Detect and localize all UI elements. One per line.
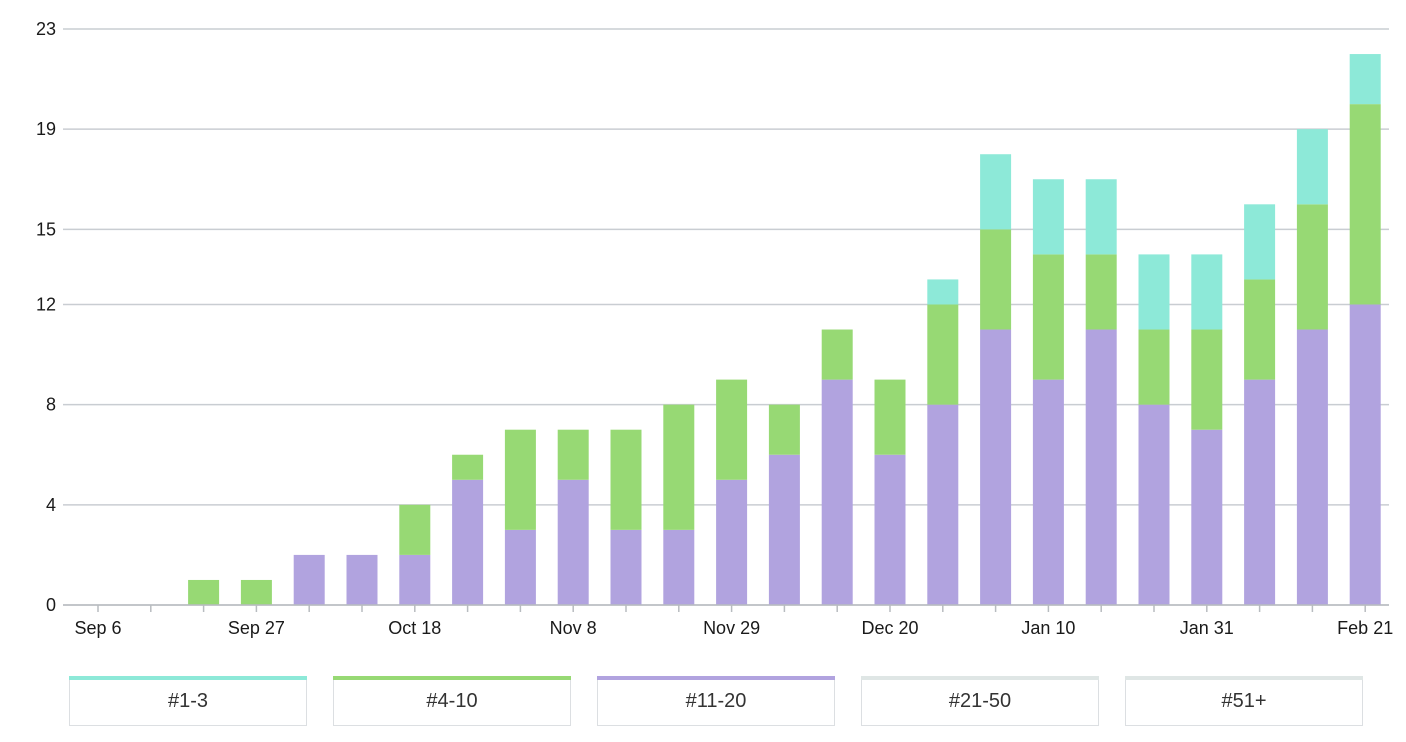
bar-segment xyxy=(399,504,431,555)
x-tick-label: Oct 18 xyxy=(388,618,441,638)
bar-segment xyxy=(1296,129,1328,205)
y-tick-label: 0 xyxy=(46,595,56,615)
legend-item-11-20[interactable]: #11-20 xyxy=(597,676,835,726)
legend-label: #4-10 xyxy=(426,690,478,712)
legend-label: #51+ xyxy=(1221,690,1267,712)
bar-segment xyxy=(1138,404,1170,605)
bar-segment xyxy=(821,329,853,380)
x-tick-label: Dec 20 xyxy=(861,618,918,638)
y-tick-label: 23 xyxy=(36,19,56,39)
bar-segment xyxy=(874,379,906,455)
bar-segment xyxy=(1085,179,1117,255)
bar-segment xyxy=(927,404,959,605)
bar-segment xyxy=(1085,329,1117,605)
bar-segment xyxy=(927,279,959,305)
bar-segment xyxy=(1191,254,1223,330)
bar-segment xyxy=(980,329,1012,605)
y-tick-label: 19 xyxy=(36,119,56,139)
bar-segment xyxy=(768,454,800,605)
bar-segment xyxy=(240,579,272,605)
bar-segment xyxy=(293,554,325,605)
x-tick-label: Jan 31 xyxy=(1180,618,1234,638)
bar-segment xyxy=(1244,279,1276,380)
bar-segment xyxy=(1244,204,1276,280)
x-tick-label: Nov 29 xyxy=(703,618,760,638)
bar-segment xyxy=(610,529,642,605)
bar-segment xyxy=(874,454,906,605)
y-tick-label: 12 xyxy=(36,294,56,314)
bar-segment xyxy=(188,579,220,605)
bar-segment xyxy=(663,529,695,605)
bar-segment xyxy=(452,479,484,605)
bar-segment xyxy=(768,404,800,455)
bar-segment xyxy=(452,454,484,480)
bar-segment xyxy=(1138,329,1170,405)
legend-swatch xyxy=(1125,676,1363,680)
bar-segment xyxy=(1032,179,1064,255)
y-tick-label: 8 xyxy=(46,395,56,415)
x-tick-label: Sep 27 xyxy=(228,618,285,638)
bar-segment xyxy=(1191,329,1223,430)
y-tick-label: 15 xyxy=(36,219,56,239)
bar-segment xyxy=(1296,329,1328,605)
x-tick-label: Nov 8 xyxy=(550,618,597,638)
bar-segment xyxy=(1032,379,1064,605)
bar-segment xyxy=(504,529,536,605)
bar-segment xyxy=(716,379,748,480)
bar-segment xyxy=(821,379,853,605)
bar-segment xyxy=(1191,429,1223,605)
bar-segment xyxy=(399,554,431,605)
bar-segment xyxy=(980,229,1012,330)
legend-item-21-50[interactable]: #21-50 xyxy=(861,676,1099,726)
bar-segment xyxy=(927,304,959,405)
legend-swatch xyxy=(69,676,307,680)
legend-swatch xyxy=(333,676,571,680)
bar-segment xyxy=(557,429,589,480)
x-tick-label: Feb 21 xyxy=(1337,618,1393,638)
bar-segment xyxy=(1244,379,1276,605)
x-tick-label: Sep 6 xyxy=(74,618,121,638)
bar-segment xyxy=(557,479,589,605)
chart-area: 0 4 8 12 15 19 23 Sep 6 Sep 27 Oct 18 Nov 8 Nov 29 D… xyxy=(36,19,1393,638)
stacked-bar-chart: 0 4 8 12 15 19 23 Sep 6 Sep 27 Oct 18 Nov 8 Nov 29 D… xyxy=(36,19,1393,638)
legend-swatch xyxy=(597,676,835,680)
bar-segment xyxy=(504,429,536,530)
y-tick-label: 4 xyxy=(46,495,56,515)
bar-segment xyxy=(346,554,378,605)
bar-segment xyxy=(1032,254,1064,380)
legend-swatch xyxy=(861,676,1099,680)
bar-segment xyxy=(1349,104,1381,305)
legend-item-4-10[interactable]: #4-10 xyxy=(333,676,571,726)
legend-label: #21-50 xyxy=(948,690,1012,712)
legend: #1-3 #4-10 #11-20 #21-50 #51+ xyxy=(69,676,1365,728)
bar-segment xyxy=(1138,254,1170,330)
bar-segment xyxy=(1349,304,1381,605)
bar-segment xyxy=(663,404,695,530)
bar-segment xyxy=(1085,254,1117,330)
bar-segment xyxy=(980,154,1012,230)
bar-segment xyxy=(1349,54,1381,105)
bar-segment xyxy=(716,479,748,605)
bar-segment xyxy=(610,429,642,530)
legend-item-51-plus[interactable]: #51+ xyxy=(1125,676,1363,726)
x-tick-label: Jan 10 xyxy=(1021,618,1075,638)
bar-segment xyxy=(1296,204,1328,330)
legend-label: #1-3 xyxy=(167,690,209,712)
legend-item-1-3[interactable]: #1-3 xyxy=(69,676,307,726)
legend-label: #11-20 xyxy=(685,690,747,712)
